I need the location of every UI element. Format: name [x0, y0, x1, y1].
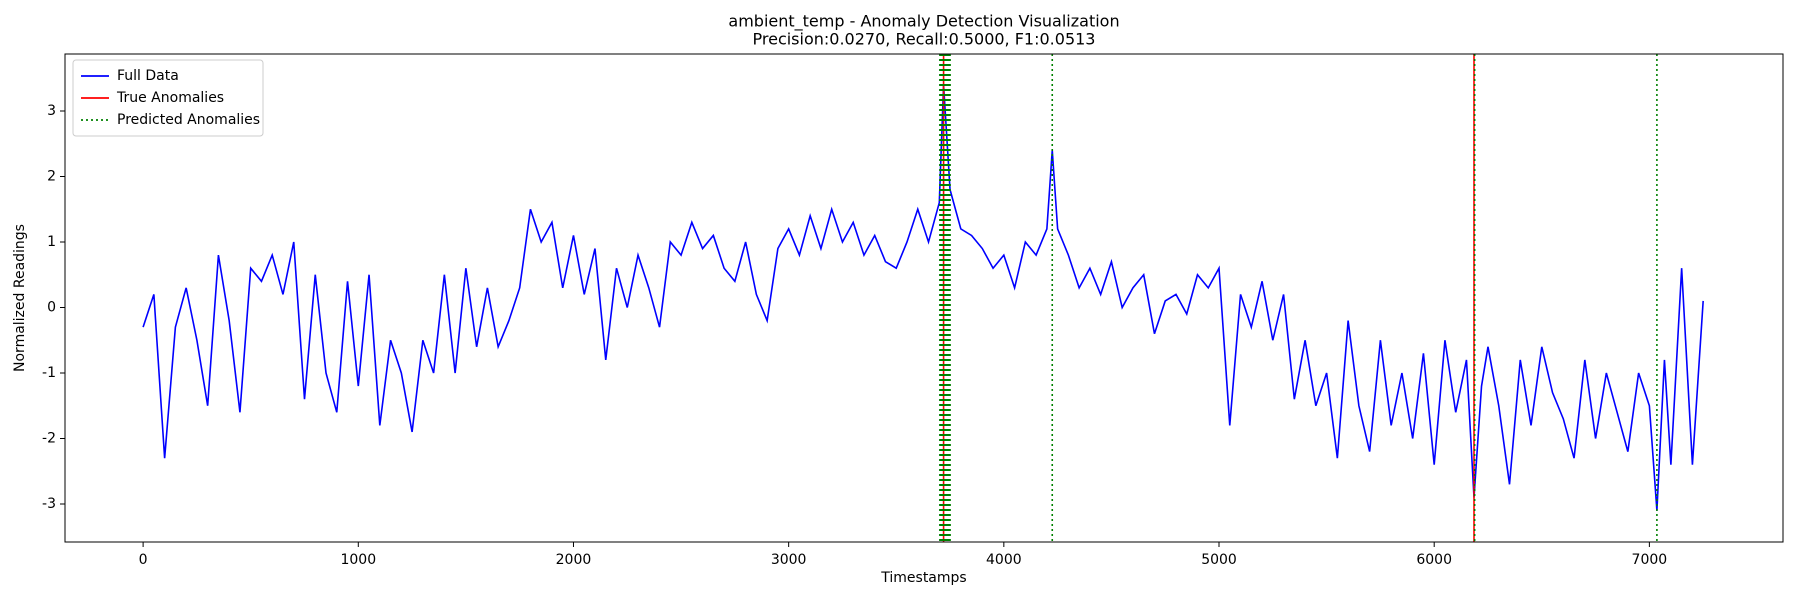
legend: Full Data True Anomalies Predicted Anomali… [72, 59, 264, 137]
x-axis-label: Timestamps [880, 570, 966, 586]
x-tick-label: 4000 [986, 552, 1022, 568]
legend-box [72, 59, 264, 137]
y-axis-label: Normalized Readings [12, 224, 28, 372]
legend-label: Predicted Anomalies [117, 112, 260, 128]
y-tick-label: 1 [47, 234, 56, 250]
x-tick-label: 7000 [1632, 552, 1668, 568]
x-tick-label: 3000 [771, 552, 807, 568]
y-tick-label: -3 [42, 496, 56, 512]
x-tick-label: 1000 [340, 552, 376, 568]
legend-label: Full Data [117, 68, 179, 84]
chart-subtitle: Precision:0.0270, Recall:0.5000, F1:0.05… [753, 30, 1096, 49]
y-tick-label: -1 [42, 365, 56, 381]
legend-label: True Anomalies [116, 90, 224, 106]
y-tick-label: -2 [42, 431, 56, 447]
y-tick-label: 0 [47, 299, 56, 315]
x-tick-label: 5000 [1201, 552, 1237, 568]
data-line [142, 84, 1704, 511]
plot-area [142, 54, 1704, 542]
x-tick-label: 2000 [556, 552, 592, 568]
x-tick-label: 6000 [1416, 552, 1452, 568]
x-tick-label: 0 [139, 552, 148, 568]
y-tick-label: 3 [47, 103, 56, 119]
y-tick-label: 2 [47, 168, 56, 184]
chart-title: ambient_temp - Anomaly Detection Visuali… [728, 12, 1119, 32]
plot-frame [64, 53, 1784, 543]
